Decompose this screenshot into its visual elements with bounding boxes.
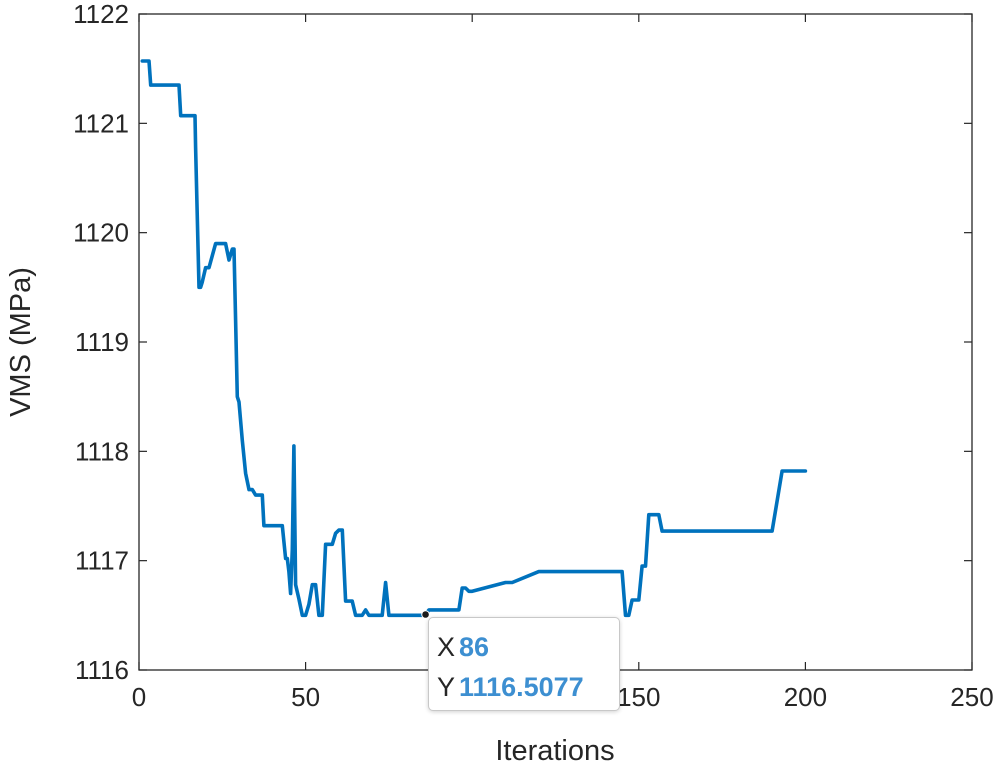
y-tick-label: 1117	[75, 546, 129, 576]
plot-area	[138, 13, 973, 671]
datatip-y-row: Y 1116.5077	[437, 672, 584, 703]
datatip[interactable]: X 86 Y 1116.5077	[428, 617, 620, 711]
datatip-x-value: 86	[459, 632, 490, 662]
x-tick-label: 150	[617, 682, 660, 712]
x-tick-label: 200	[784, 682, 827, 712]
datatip-x-label: X	[437, 632, 456, 662]
datatip-y-value: 1116.5077	[459, 672, 584, 702]
series-line	[140, 59, 808, 618]
y-tick-label: 1119	[75, 327, 129, 357]
datatip-x-row: X 86	[437, 632, 489, 663]
y-tick-label: 1118	[75, 436, 129, 466]
x-tick-label: 0	[132, 682, 146, 712]
axis-ticks	[138, 13, 973, 671]
x-axis-label: Iterations	[495, 735, 614, 766]
y-tick-label: 1122	[73, 0, 129, 29]
datatip-marker[interactable]	[421, 610, 430, 619]
y-axis-label: VMS (MPa)	[5, 267, 37, 417]
y-tick-label: 1120	[73, 218, 129, 248]
x-tick-label: 50	[291, 682, 320, 712]
x-tick-label: 250	[950, 682, 993, 712]
y-tick-label: 1121	[73, 108, 129, 138]
y-tick-label: 1116	[75, 655, 129, 685]
datatip-y-label: Y	[437, 672, 456, 702]
